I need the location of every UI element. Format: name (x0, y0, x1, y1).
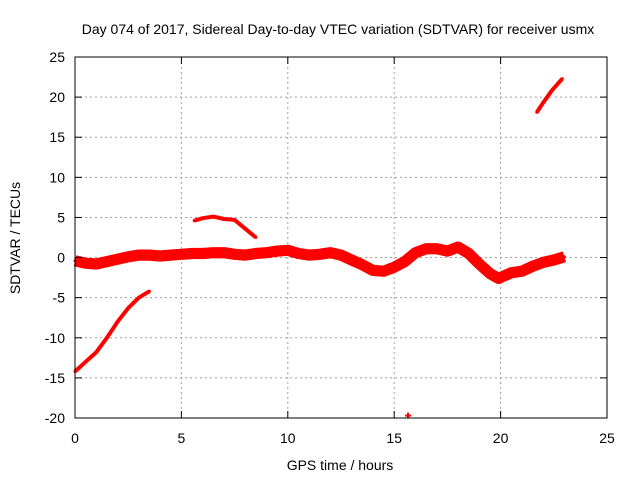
data-point (560, 77, 564, 81)
data-point (541, 260, 545, 264)
data-point (84, 261, 88, 265)
series-main-band (73, 241, 567, 285)
data-point (94, 262, 98, 266)
data-point (307, 253, 311, 257)
data-point (541, 101, 545, 105)
y-tick-label: 15 (49, 129, 65, 145)
series-arc-late (535, 77, 564, 114)
series-band (535, 77, 564, 114)
data-point (265, 251, 269, 255)
series-layer (73, 77, 567, 419)
data-point (382, 269, 386, 273)
data-point (318, 252, 322, 256)
y-tick-label: 5 (57, 209, 65, 225)
y-tick-label: 0 (57, 250, 65, 266)
data-point (147, 253, 151, 257)
data-point (179, 252, 183, 256)
data-point (467, 252, 471, 256)
data-point (328, 251, 332, 255)
data-point (535, 110, 539, 114)
data-point (456, 245, 460, 249)
data-point (552, 258, 556, 262)
data-point (94, 350, 98, 354)
series-arc-morning (192, 214, 258, 240)
series-band (73, 289, 151, 373)
data-point (222, 217, 226, 221)
data-point (243, 253, 247, 257)
grid-lines (75, 57, 607, 418)
data-point (435, 247, 439, 251)
y-axis-title: SDTVAR / TECUs (7, 182, 23, 294)
data-point (211, 251, 215, 255)
data-point (116, 257, 120, 261)
plot-frame (74, 56, 608, 419)
data-point (275, 249, 279, 253)
data-point (531, 264, 535, 268)
data-point (520, 269, 524, 273)
data-point (488, 272, 492, 276)
data-point (424, 247, 428, 251)
x-tick-label: 5 (178, 430, 186, 446)
data-point (233, 218, 237, 222)
data-point (562, 255, 566, 259)
data-point (116, 320, 120, 324)
x-tick-label: 0 (71, 430, 79, 446)
chart-title: Day 074 of 2017, Sidereal Day-to-day VTE… (82, 21, 595, 37)
y-tick-labels: 25 20 15 10 5 0 -5 -10 -15 -20 (45, 49, 65, 426)
data-point (105, 260, 109, 264)
data-point (445, 249, 449, 253)
data-point (360, 263, 364, 267)
y-tick-label: 20 (49, 89, 65, 105)
data-point (201, 252, 205, 256)
data-point (147, 289, 151, 293)
data-point (158, 254, 162, 258)
data-point (371, 268, 375, 272)
data-point (84, 360, 88, 364)
data-point (392, 265, 396, 269)
data-point (169, 253, 173, 257)
x-tick-label: 10 (280, 430, 296, 446)
y-tick-label: -5 (53, 290, 66, 306)
data-point (105, 336, 109, 340)
data-point (126, 255, 130, 259)
data-point (137, 253, 141, 257)
data-point (254, 236, 258, 239)
tick-marks (74, 56, 608, 419)
data-point (477, 262, 481, 266)
x-tick-label: 15 (386, 430, 402, 446)
data-point (190, 252, 194, 256)
x-tick-label: 20 (493, 430, 509, 446)
data-point (403, 260, 407, 264)
x-axis-title: GPS time / hours (287, 457, 394, 473)
data-point (233, 252, 237, 256)
data-point (192, 219, 196, 223)
data-point (243, 227, 247, 231)
data-point (222, 251, 226, 255)
data-point (286, 248, 290, 252)
y-tick-label: 25 (49, 49, 65, 65)
data-point (550, 89, 554, 93)
data-point (350, 258, 354, 262)
data-point (137, 296, 141, 300)
data-point (254, 252, 258, 256)
data-point (211, 215, 215, 219)
y-tick-label: -10 (45, 330, 65, 346)
x-tick-labels: 0 5 10 15 20 25 (71, 430, 615, 446)
y-tick-label: 10 (49, 169, 65, 185)
x-tick-label: 25 (599, 430, 615, 446)
y-tick-label: -20 (45, 410, 65, 426)
y-tick-label: -15 (45, 370, 65, 386)
data-point (296, 252, 300, 256)
data-point (201, 216, 205, 220)
data-point (509, 271, 513, 275)
data-point (496, 276, 500, 280)
data-point (339, 253, 343, 257)
data-point (413, 251, 417, 255)
data-point (126, 306, 130, 310)
series-arc-rising-early (73, 289, 151, 373)
